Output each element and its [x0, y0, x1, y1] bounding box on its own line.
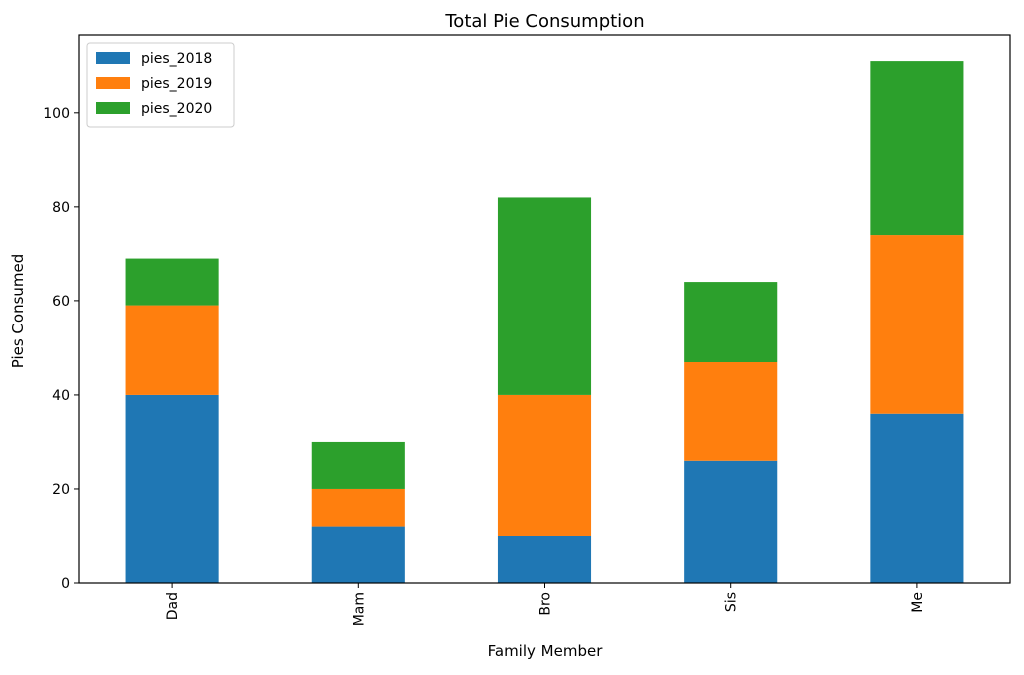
y-tick-label: 100 — [43, 106, 70, 122]
bar-pies_2020-bro — [497, 197, 592, 395]
y-tick-label: 80 — [52, 200, 70, 216]
bar-pies_2019-mam — [311, 488, 405, 527]
bar-pies_2018-me — [870, 413, 964, 583]
axes-layer: 0 20 40 60 80 100 Dad Mam Bro Sis Me — [43, 34, 1011, 626]
bar-pies_2019-bro — [497, 394, 592, 536]
x-tick-label-sis: Sis — [724, 592, 740, 612]
y-tick-label: 60 — [52, 294, 70, 310]
legend-label-pies_2018: pies_2018 — [141, 51, 212, 67]
bar-pies_2020-sis — [684, 282, 778, 363]
y-tick-label: 0 — [61, 576, 70, 592]
legend: pies_2018 pies_2019 pies_2020 — [86, 42, 235, 128]
legend-swatch-pies_2019 — [96, 77, 130, 89]
bar-pies_2019-dad — [125, 305, 219, 395]
x-tick-label-mam: Mam — [351, 592, 367, 626]
bar-pies_2020-mam — [311, 441, 405, 489]
bar-pies_2019-me — [870, 235, 964, 414]
x-axis-label: Family Member — [488, 642, 604, 660]
bars-layer — [125, 61, 964, 583]
bar-pies_2020-dad — [125, 258, 219, 306]
y-axis-label: Pies Consumed — [9, 254, 27, 369]
bar-pies_2018-dad — [125, 394, 219, 583]
bar-pies_2018-bro — [497, 535, 592, 583]
legend-swatch-pies_2020 — [96, 102, 130, 114]
bar-pies_2019-sis — [684, 362, 778, 461]
y-tick-label: 40 — [52, 388, 70, 404]
bar-pies_2018-mam — [311, 526, 405, 583]
chart-title: Total Pie Consumption — [444, 11, 644, 32]
bar-pies_2018-sis — [684, 460, 778, 583]
x-tick-label-dad: Dad — [165, 592, 181, 620]
legend-swatch-pies_2018 — [96, 52, 130, 64]
y-tick-label: 20 — [52, 482, 70, 498]
bar-pies_2020-me — [870, 61, 964, 236]
legend-label-pies_2019: pies_2019 — [141, 76, 212, 92]
x-tick-label-me: Me — [910, 592, 926, 613]
x-tick-label-bro: Bro — [538, 592, 554, 616]
legend-label-pies_2020: pies_2020 — [141, 101, 212, 117]
